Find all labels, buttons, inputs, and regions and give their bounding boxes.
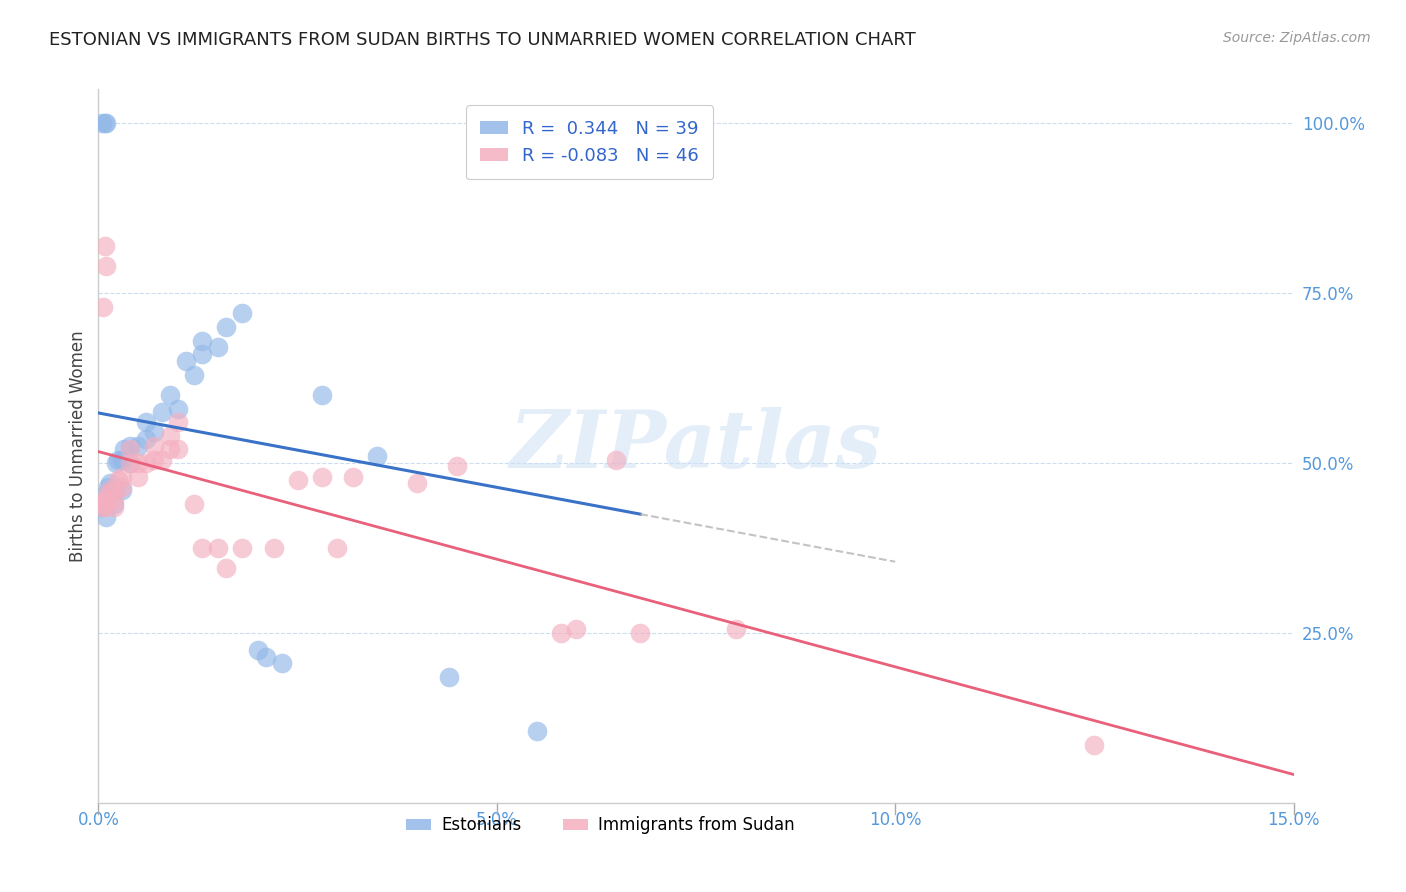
- Point: [127, 469, 149, 483]
- Point: [246, 643, 269, 657]
- Point: [135, 432, 157, 446]
- Point: [174, 354, 197, 368]
- Point: [96, 486, 118, 500]
- Point: [254, 649, 277, 664]
- Point: [215, 561, 238, 575]
- Point: [91, 116, 114, 130]
- Point: [103, 500, 125, 515]
- Point: [167, 401, 190, 416]
- Point: [167, 442, 190, 457]
- Point: [97, 480, 120, 494]
- Point: [191, 541, 214, 555]
- Point: [90, 500, 112, 515]
- Point: [565, 623, 588, 637]
- Point: [120, 442, 142, 457]
- Point: [143, 439, 166, 453]
- Point: [159, 442, 181, 457]
- Point: [150, 452, 173, 467]
- Point: [366, 449, 388, 463]
- Point: [215, 320, 238, 334]
- Point: [96, 116, 118, 130]
- Point: [342, 469, 364, 483]
- Point: [167, 415, 190, 429]
- Point: [605, 452, 627, 467]
- Y-axis label: Births to Unmarried Women: Births to Unmarried Women: [69, 330, 87, 562]
- Point: [231, 306, 253, 320]
- Point: [94, 116, 117, 130]
- Point: [231, 541, 253, 555]
- Point: [91, 500, 114, 515]
- Point: [1083, 738, 1105, 752]
- Point: [91, 300, 114, 314]
- Point: [97, 486, 120, 500]
- Point: [311, 469, 333, 483]
- Point: [120, 456, 142, 470]
- Point: [191, 347, 214, 361]
- Legend: Estonians, Immigrants from Sudan: Estonians, Immigrants from Sudan: [399, 810, 801, 841]
- Point: [406, 476, 429, 491]
- Point: [550, 626, 572, 640]
- Text: ZIPatlas: ZIPatlas: [510, 408, 882, 484]
- Point: [143, 425, 166, 440]
- Point: [111, 452, 134, 467]
- Point: [437, 670, 460, 684]
- Point: [446, 459, 468, 474]
- Point: [270, 657, 292, 671]
- Point: [112, 442, 135, 457]
- Point: [263, 541, 285, 555]
- Point: [94, 238, 117, 252]
- Point: [207, 341, 229, 355]
- Point: [103, 497, 125, 511]
- Point: [191, 334, 214, 348]
- Point: [135, 456, 157, 470]
- Point: [104, 456, 127, 470]
- Point: [111, 469, 134, 483]
- Point: [628, 626, 651, 640]
- Point: [127, 439, 149, 453]
- Point: [98, 483, 122, 498]
- Point: [287, 473, 309, 487]
- Point: [150, 405, 173, 419]
- Point: [311, 388, 333, 402]
- Point: [96, 259, 118, 273]
- Point: [96, 500, 118, 515]
- Point: [103, 493, 125, 508]
- Point: [143, 452, 166, 467]
- Point: [103, 483, 125, 498]
- Point: [605, 116, 627, 130]
- Text: Source: ZipAtlas.com: Source: ZipAtlas.com: [1223, 31, 1371, 45]
- Point: [526, 724, 548, 739]
- Point: [207, 541, 229, 555]
- Point: [326, 541, 349, 555]
- Point: [183, 497, 205, 511]
- Point: [91, 497, 114, 511]
- Point: [107, 473, 129, 487]
- Point: [724, 623, 747, 637]
- Point: [94, 493, 117, 508]
- Point: [135, 415, 157, 429]
- Text: ESTONIAN VS IMMIGRANTS FROM SUDAN BIRTHS TO UNMARRIED WOMEN CORRELATION CHART: ESTONIAN VS IMMIGRANTS FROM SUDAN BIRTHS…: [49, 31, 915, 49]
- Point: [127, 456, 149, 470]
- Point: [120, 456, 142, 470]
- Point: [98, 476, 122, 491]
- Point: [107, 452, 129, 467]
- Point: [120, 439, 142, 453]
- Point: [96, 510, 118, 524]
- Point: [111, 480, 134, 494]
- Point: [159, 429, 181, 443]
- Point: [183, 368, 205, 382]
- Point: [104, 483, 127, 498]
- Point: [96, 493, 118, 508]
- Point: [111, 483, 134, 498]
- Point: [159, 388, 181, 402]
